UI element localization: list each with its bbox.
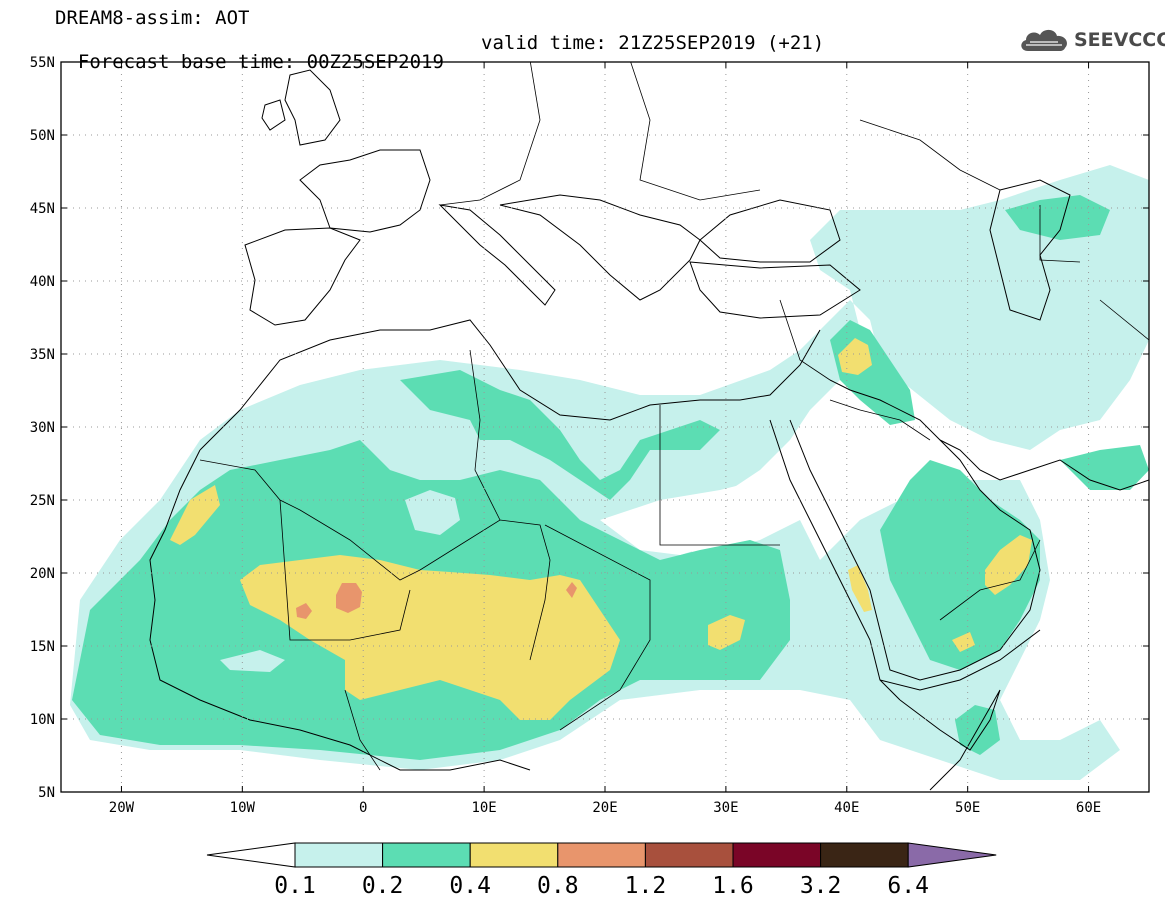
colorbar-swatch-under: [206, 842, 296, 868]
coast-iberia: [244, 227, 361, 326]
coast-blacksea: [699, 199, 841, 263]
aot-contour-0.8-b: [296, 603, 312, 619]
colorbar-label: 1.6: [712, 873, 754, 899]
colorbar-label: 0.2: [362, 873, 404, 899]
border-6: [344, 689, 381, 771]
lat-tick-label: 35N: [30, 347, 55, 363]
aot-contour-0.4-oman: [985, 535, 1032, 595]
colorbar-swatch: [469, 842, 559, 868]
aot-contour-0.2-caspian: [1005, 195, 1110, 240]
lon-tick-label: 40E: [834, 800, 859, 816]
lon-tick-label: 0: [359, 800, 367, 816]
lat-tick-label: 55N: [30, 55, 55, 71]
coast-north-africa: [199, 319, 821, 451]
aot-contour-0.4: [240, 555, 620, 720]
colorbar-label: 0.8: [537, 873, 579, 899]
graticule: [61, 62, 1149, 792]
border-3: [469, 349, 501, 521]
colorbar-swatch: [820, 842, 909, 868]
colorbar-label: 3.2: [800, 873, 842, 899]
colorbar-swatch: [732, 842, 822, 868]
coast-italy: [438, 204, 556, 306]
valid-time-label: valid time: 21Z25SEP2019 (+21): [481, 32, 825, 54]
borders: [199, 62, 1149, 771]
lon-tick-label: 20E: [592, 800, 617, 816]
colorbar-label: 6.4: [887, 873, 929, 899]
coast-horn: [899, 689, 1001, 791]
aot-contour-0.4-sahara-w: [170, 485, 220, 545]
coast-britain: [284, 69, 341, 146]
aot-low-patch-2: [220, 650, 285, 672]
colorbar-label: 0.4: [449, 873, 491, 899]
border-4: [659, 405, 780, 546]
tick-marks: [61, 61, 1149, 793]
colorbar-labels: 0.1 0.2 0.4 0.8 1.2 1.6 3.2 6.4: [274, 873, 929, 899]
colorbar-swatch: [644, 842, 734, 868]
border-14: [1099, 299, 1149, 341]
colorbar-swatch: [382, 842, 471, 868]
lon-tick-label: 50E: [955, 800, 980, 816]
aot-contour-0.8: [336, 583, 362, 613]
aot-low-patch-1: [405, 490, 460, 535]
coastlines: [149, 69, 1149, 791]
colorbar-swatch-over: [907, 842, 997, 868]
aot-contour-0.4-redsea: [848, 565, 872, 612]
lon-tick-label: 60E: [1076, 800, 1101, 816]
lat-tick-label: 10N: [30, 712, 55, 728]
lat-tick-label: 15N: [30, 639, 55, 655]
colorbar-label: 1.2: [625, 873, 667, 899]
border-12: [630, 62, 761, 201]
aot-contour-0.4-yemen: [952, 632, 975, 652]
lat-labels: 55N 50N 45N 40N 35N 30N 25N 20N 15N 10N 5N: [30, 55, 55, 801]
aot-field: [70, 165, 1149, 780]
seevccc-logo: SEEVCCC: [1018, 25, 1165, 55]
lat-tick-label: 20N: [30, 566, 55, 582]
aot-contour-0.4-iraq: [838, 338, 872, 375]
lat-tick-label: 5N: [38, 785, 55, 801]
chart-title: DREAM8-assim: AOT: [55, 7, 250, 29]
lon-tick-label: 10E: [471, 800, 496, 816]
colorbar-swatch: [294, 842, 384, 868]
border-10: [779, 299, 831, 381]
colorbar-swatch: [557, 842, 646, 868]
aot-contour-0.2-north: [400, 370, 720, 500]
logo-text: SEEVCCC: [1074, 29, 1165, 51]
border-2: [279, 499, 411, 641]
aot-contour-0.2-arabia: [880, 460, 1040, 670]
colorbar-label: 0.1: [274, 873, 316, 899]
cloud-icon: [1021, 29, 1068, 51]
coast-france: [299, 149, 431, 233]
coast-red-sea-e: [789, 379, 1041, 681]
aot-contour-0.2-gulf: [1060, 445, 1149, 490]
border-11: [439, 62, 541, 206]
coast-gulf: [939, 439, 1149, 491]
lon-tick-label: 10W: [230, 800, 256, 816]
lat-tick-label: 45N: [30, 201, 55, 217]
aot-contour-0.8-c: [566, 582, 577, 598]
coast-red-sea-w: [769, 419, 901, 701]
colorbar: [206, 842, 997, 868]
coast-west-africa: [149, 449, 531, 771]
border-13: [859, 119, 1001, 191]
coast-anatolia: [689, 261, 861, 319]
lat-tick-label: 50N: [30, 128, 55, 144]
lon-tick-label: 20W: [109, 800, 135, 816]
border-8: [1039, 205, 1081, 263]
lat-tick-label: 25N: [30, 493, 55, 509]
lon-labels: 20W 10W 0 10E 20E 30E 40E 50E 60E: [109, 800, 1101, 816]
lon-tick-label: 30E: [713, 800, 738, 816]
coast-balkans: [499, 194, 701, 301]
aot-low-patch-3: [600, 480, 770, 555]
lat-tick-label: 40N: [30, 274, 55, 290]
lat-tick-label: 30N: [30, 420, 55, 436]
coast-ireland: [261, 99, 286, 131]
coast-caspian: [989, 179, 1071, 321]
border-9: [829, 399, 931, 441]
aot-contour-0.4-sudan: [708, 615, 745, 650]
border-7: [939, 539, 1041, 621]
border-5: [544, 524, 651, 731]
coast-arabia-s: [879, 629, 1041, 691]
